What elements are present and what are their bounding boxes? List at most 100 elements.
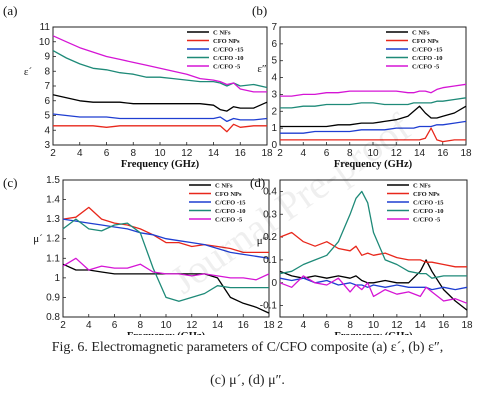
y-tick-label: 3 <box>44 140 50 151</box>
y-tick-label: 1 <box>54 273 60 284</box>
y-tick-label: -0.1 <box>260 301 278 312</box>
y-tick-label: 8 <box>44 66 50 77</box>
x-tick-label: 8 <box>130 148 136 159</box>
x-tick-label: 16 <box>238 320 250 331</box>
legend-label: C/CFO -15 <box>413 200 444 207</box>
y-tick-label: 1.2 <box>46 234 60 245</box>
y-tick-label: 4 <box>44 125 50 136</box>
y-tick-label: 0.4 <box>263 186 277 197</box>
legend-label: C/CFO -5 <box>215 217 243 224</box>
y-tick-label: 0.2 <box>263 232 277 243</box>
legend-label: C/CFO -15 <box>213 47 244 54</box>
series-line <box>280 105 467 128</box>
series-line <box>62 257 270 281</box>
series-line <box>52 94 268 112</box>
y-tick-label: 3 <box>271 89 277 100</box>
legend-label: C NFs <box>213 30 231 37</box>
panel-label: (b) <box>252 3 267 18</box>
series-line <box>280 83 467 97</box>
x-tick-label: 14 <box>415 320 427 331</box>
x-tick-label: 2 <box>60 320 66 331</box>
x-tick-label: 18 <box>263 320 275 331</box>
x-tick-label: 18 <box>461 320 473 331</box>
x-tick-label: 16 <box>438 320 450 331</box>
legend-label: C/CFO -10 <box>213 55 244 62</box>
legend-label: C/CFO -15 <box>215 200 246 207</box>
x-tick-label: 12 <box>391 320 403 331</box>
panel-label: (d) <box>250 175 265 190</box>
series-line <box>62 218 270 259</box>
x-tick-label: 8 <box>137 320 143 331</box>
series-line <box>279 259 468 311</box>
legend-label: C/CFO -5 <box>412 64 440 71</box>
legend-label: C NFs <box>413 183 431 190</box>
series-line <box>279 277 468 291</box>
legend-label: C/CFO -5 <box>413 217 441 224</box>
y-tick-label: 7 <box>44 81 50 92</box>
x-axis-label: Frequency (GHz) <box>121 159 200 170</box>
y-axis-label: μ″ <box>257 235 267 247</box>
y-tick-label: 5 <box>271 56 277 67</box>
y-tick-label: 11 <box>40 22 51 33</box>
legend-label: CFO NPs <box>412 38 439 45</box>
x-axis-label: Frequency (GHz) <box>334 331 413 335</box>
series-line <box>280 127 466 143</box>
series-line <box>279 190 467 279</box>
x-tick-label: 2 <box>50 148 56 159</box>
x-tick-label: 12 <box>181 148 193 159</box>
legend-label: C/CFO -10 <box>413 208 444 215</box>
x-tick-label: 4 <box>77 148 83 159</box>
panel-label: (a) <box>3 3 17 18</box>
y-tick-label: 0.9 <box>46 292 60 303</box>
y-tick-label: 10 <box>39 37 51 48</box>
y-tick-label: 2 <box>271 106 277 117</box>
y-tick-label: 1.1 <box>46 253 60 264</box>
y-tick-label: 5 <box>44 111 50 122</box>
series-line <box>53 123 267 133</box>
y-tick-label: 1.4 <box>46 195 60 206</box>
y-tick-label: 9 <box>44 52 50 63</box>
x-axis-label: Frequency (GHz) <box>334 159 413 170</box>
series-line <box>62 206 269 254</box>
y-tick-label: 7 <box>271 22 277 33</box>
y-tick-label: 0.1 <box>263 255 277 266</box>
x-tick-label: 18 <box>460 148 472 159</box>
x-tick-label: 6 <box>112 320 118 331</box>
y-tick-label: 1 <box>271 123 277 134</box>
x-tick-label: 6 <box>324 148 330 159</box>
y-axis-label: μ´ <box>33 233 43 245</box>
y-tick-label: 6 <box>271 39 277 50</box>
x-tick-label: 6 <box>324 320 330 331</box>
legend-label: C/CFO -10 <box>215 208 246 215</box>
series-line <box>279 275 468 304</box>
y-tick-label: 0 <box>271 140 277 151</box>
x-axis-label: Frequency (GHz) <box>127 331 206 335</box>
legend-label: C/CFO -10 <box>412 55 443 62</box>
panel-label: (c) <box>3 175 17 190</box>
x-tick-label: 4 <box>300 148 306 159</box>
x-tick-label: 4 <box>301 320 307 331</box>
y-axis-label: ε´ <box>24 66 33 78</box>
series-line <box>52 113 268 123</box>
y-tick-label: 0.8 <box>46 312 60 323</box>
x-tick-label: 14 <box>208 148 220 159</box>
y-tick-label: 0 <box>271 278 277 289</box>
series-line <box>279 231 467 268</box>
figure-caption-line1: Fig. 6. Electromagnetic parameters of C/… <box>51 340 444 355</box>
x-tick-label: 14 <box>212 320 224 331</box>
x-tick-label: 16 <box>437 148 449 159</box>
x-tick-label: 14 <box>414 148 426 159</box>
y-tick-label: 4 <box>271 73 277 84</box>
x-tick-label: 8 <box>347 148 353 159</box>
y-tick-label: 1.3 <box>46 214 60 225</box>
x-tick-label: 2 <box>277 148 283 159</box>
x-tick-label: 10 <box>368 320 380 331</box>
legend-label: C/CFO -5 <box>213 64 241 71</box>
y-tick-label: 0.3 <box>263 209 277 220</box>
legend-label: C NFs <box>215 183 233 190</box>
y-axis-label: ε″ <box>257 63 266 75</box>
x-tick-label: 6 <box>104 148 110 159</box>
series-line <box>280 97 467 109</box>
series-line <box>62 218 269 302</box>
x-tick-label: 12 <box>186 320 198 331</box>
